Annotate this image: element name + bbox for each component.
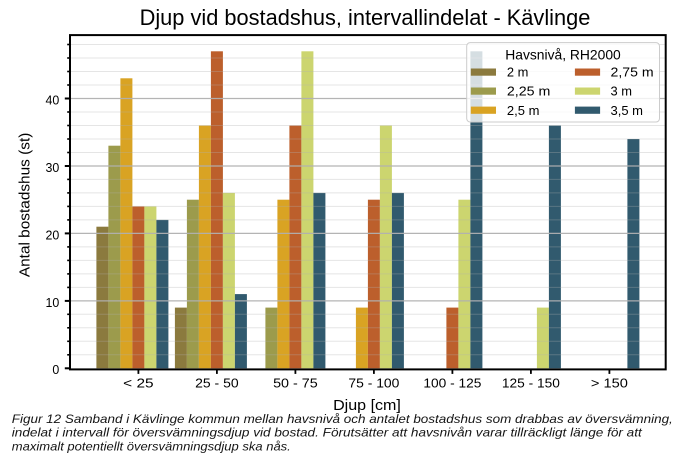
svg-text:indelat i intervall för översv: indelat i intervall för översvämningsdju… (12, 427, 643, 440)
svg-text:Antal bostadshus (st): Antal bostadshus (st) (17, 133, 34, 278)
svg-text:Djup vid bostadshus, intervall: Djup vid bostadshus, intervallindelat - … (140, 5, 591, 30)
svg-text:75 - 100: 75 - 100 (348, 376, 399, 391)
svg-text:maximalt potentiellt översvämn: maximalt potentiellt översvämningsdjup s… (12, 440, 291, 453)
svg-text:2,25 m: 2,25 m (507, 85, 551, 99)
svg-text:40: 40 (46, 92, 60, 107)
svg-text:125 - 150: 125 - 150 (502, 376, 560, 391)
svg-text:20: 20 (46, 227, 60, 242)
svg-text:2,5 m: 2,5 m (507, 104, 540, 118)
svg-text:> 150: > 150 (591, 376, 628, 391)
svg-text:3 m: 3 m (611, 85, 633, 99)
svg-text:10: 10 (46, 295, 60, 310)
svg-text:Havsnivå, RH2000: Havsnivå, RH2000 (505, 48, 621, 63)
svg-text:50 - 75: 50 - 75 (273, 376, 318, 391)
svg-text:0: 0 (52, 362, 59, 377)
svg-text:30: 30 (46, 160, 60, 175)
svg-text:< 25: < 25 (123, 376, 153, 391)
svg-text:Djup [cm]: Djup [cm] (333, 397, 401, 414)
svg-text:2,75 m: 2,75 m (611, 66, 654, 80)
svg-text:3,5 m: 3,5 m (611, 104, 644, 118)
svg-text:25 - 50: 25 - 50 (195, 376, 239, 391)
svg-text:2 m: 2 m (507, 66, 529, 80)
svg-text:100 - 125: 100 - 125 (423, 376, 481, 391)
svg-text:Figur 12 Samband i Kävlinge ko: Figur 12 Samband i Kävlinge kommun mella… (12, 413, 673, 426)
